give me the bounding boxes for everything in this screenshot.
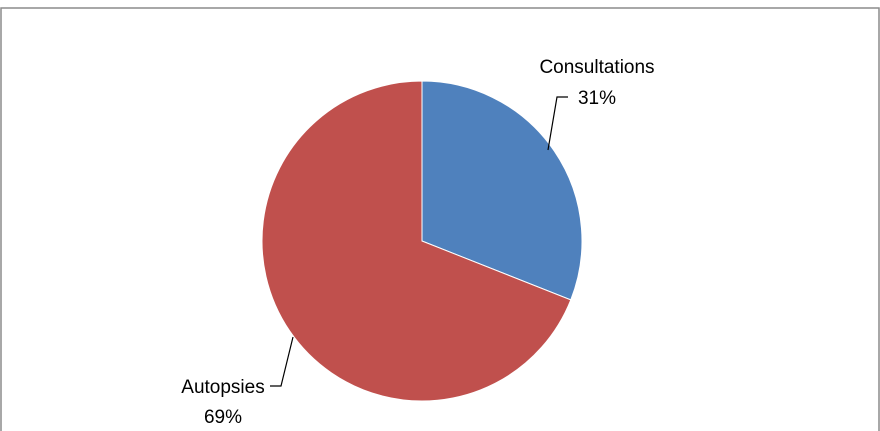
leader-line-autopsies — [270, 336, 294, 387]
leader-line-consultations — [547, 96, 568, 151]
slice-label-consultations-name: Consultations — [539, 57, 654, 78]
pie-slice-consultations — [421, 80, 583, 301]
chart-border — [0, 7, 880, 431]
slice-label-autopsies-name: Autopsies — [181, 377, 264, 398]
slice-label-autopsies-percent: 69% — [204, 407, 242, 428]
pie-slice-autopsies — [261, 80, 572, 402]
slice-label-consultations-percent: 31% — [578, 88, 616, 109]
